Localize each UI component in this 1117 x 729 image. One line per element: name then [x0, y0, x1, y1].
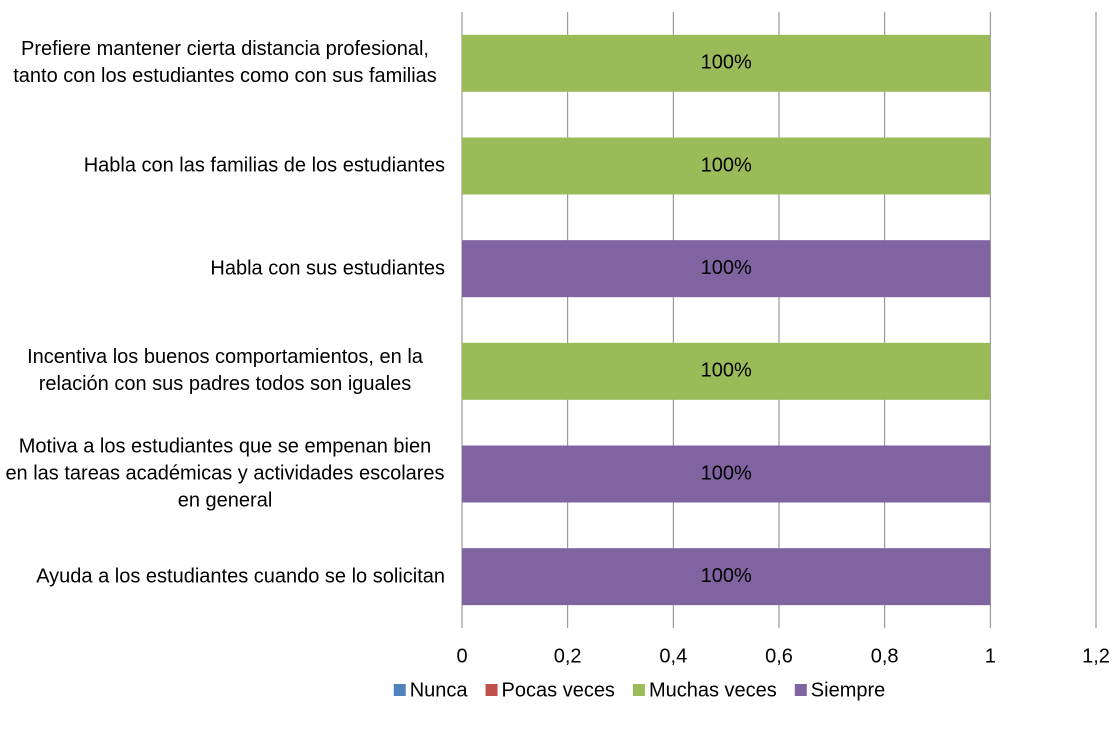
value-label: 100% [701, 462, 752, 484]
legend-label: Pocas veces [502, 679, 615, 701]
category-text: Habla con las familias de los estudiante… [83, 154, 445, 177]
value-label: 100% [701, 257, 752, 279]
legend-label: Muchas veces [649, 679, 777, 701]
legend-swatch [794, 684, 807, 696]
x-tick-label: 0,8 [871, 645, 899, 667]
legend-label: Nunca [410, 679, 469, 701]
legend-swatch [632, 684, 645, 696]
bar [462, 445, 991, 503]
bar [462, 34, 991, 92]
category-text: Ayuda a los estudiantes cuando se lo sol… [36, 565, 445, 588]
bar [462, 137, 991, 195]
legend-swatch [393, 684, 406, 696]
legend-swatch [485, 684, 498, 696]
category-label: Prefiere mantener cierta distancia profe… [0, 36, 445, 90]
bar [462, 548, 991, 606]
x-tick-label: 0,6 [765, 645, 793, 667]
category-label: Ayuda a los estudiantes cuando se lo sol… [0, 563, 445, 590]
category-label: Habla con las familias de los estudiante… [0, 153, 445, 180]
value-label: 100% [701, 154, 752, 176]
x-tick-label: 0,4 [659, 645, 687, 667]
category-text: Habla con sus estudiantes [210, 257, 445, 280]
x-tick-label: 0,2 [554, 645, 582, 667]
category-label: Habla con sus estudiantes [0, 255, 445, 282]
value-label: 100% [701, 360, 752, 382]
category-text: Motiva a los estudiantes que se empenan … [5, 435, 445, 512]
category-label: Incentiva los buenos comportamientos, en… [0, 344, 445, 398]
bar [462, 342, 991, 400]
value-label: 100% [701, 565, 752, 587]
category-label: Motiva a los estudiantes que se empenan … [0, 434, 445, 515]
legend-label: Siempre [811, 679, 885, 701]
x-tick-label: 1,2 [1082, 645, 1110, 667]
x-tick-label: 0 [456, 645, 467, 667]
category-text: Incentiva los buenos comportamientos, en… [27, 346, 423, 396]
value-label: 100% [701, 52, 752, 74]
bar [462, 240, 991, 298]
x-tick-label: 1 [985, 645, 996, 667]
category-text: Prefiere mantener cierta distancia profe… [13, 38, 437, 88]
